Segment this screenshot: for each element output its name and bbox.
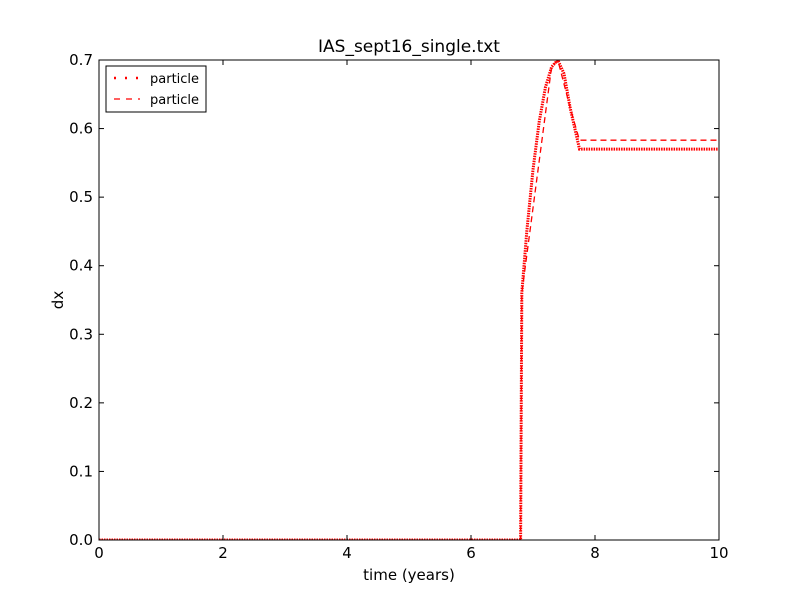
x-tick-label: 10	[709, 544, 728, 562]
tick-layer: 0 2 4 6 8 10 0.0 0.1 0.2 0.3 0.4 0.5 0.6 0.7	[69, 51, 728, 562]
x-tick-label: 2	[218, 544, 228, 562]
legend-label-1: particle	[150, 72, 199, 87]
y-tick-label: 0.1	[69, 462, 93, 480]
series-layer	[99, 60, 719, 540]
x-axis-label: time (years)	[363, 566, 455, 584]
x-tick-label: 4	[342, 544, 352, 562]
y-tick-label: 0.4	[69, 257, 93, 275]
y-tick-label: 0.2	[69, 394, 93, 412]
y-tick-label: 0.0	[69, 531, 93, 549]
series-line-2-dashed	[99, 60, 719, 540]
y-tick-label: 0.7	[69, 51, 93, 69]
y-tick-label: 0.5	[69, 188, 93, 206]
legend-label-2: particle	[150, 93, 199, 108]
chart-title: IAS_sept16_single.txt	[318, 37, 500, 57]
series-line-1-dotted	[99, 60, 719, 540]
legend: particle particle	[105, 65, 207, 113]
legend-box	[105, 65, 207, 113]
y-axis-label: dx	[49, 291, 67, 310]
plot-frame	[98, 59, 720, 541]
y-tick-label: 0.3	[69, 325, 93, 343]
y-tick-label: 0.6	[69, 120, 93, 138]
x-tick-label: 6	[466, 544, 476, 562]
x-tick-label: 8	[590, 544, 600, 562]
x-tick-label: 0	[94, 544, 104, 562]
